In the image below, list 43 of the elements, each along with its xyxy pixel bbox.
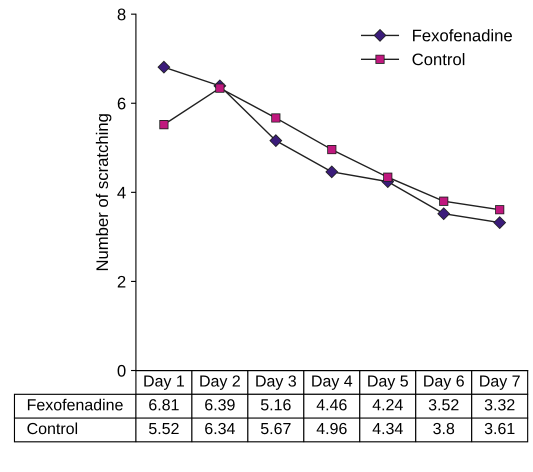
- point: [437, 207, 450, 220]
- point: [159, 120, 168, 130]
- point: [325, 166, 338, 178]
- y-tick-label: 0: [118, 364, 126, 377]
- data-label: 3.52: [428, 399, 458, 410]
- x-tick-label: Day 4: [312, 376, 352, 390]
- data-label: 4.96: [316, 422, 347, 434]
- x-tick-label: Day 3: [256, 375, 296, 390]
- x-tick-label: Day 6: [424, 375, 464, 390]
- point: [270, 134, 282, 147]
- point: [327, 144, 336, 154]
- legend-label: Control: [412, 53, 464, 66]
- x-tick-label: Day 7: [480, 376, 520, 390]
- data-label: 5.52: [148, 422, 179, 434]
- y-tick-label: 4: [117, 186, 126, 198]
- data-label: 4.34: [372, 422, 403, 434]
- y-tick-label: 2: [118, 276, 126, 288]
- x-tick-label: Day 5: [368, 376, 408, 390]
- point: [271, 113, 280, 123]
- data-label: 4.46: [316, 399, 347, 410]
- data-label: 6.39: [205, 399, 235, 410]
- data-label: 3.32: [484, 399, 514, 410]
- point: [215, 84, 224, 93]
- data-label: 6.81: [149, 399, 179, 410]
- text: Control: [27, 422, 78, 434]
- y-axis-title: Number of scratching: [96, 114, 112, 270]
- data-label: 5.67: [260, 422, 291, 434]
- x-tick-label: Day 1: [144, 376, 184, 390]
- x-tick-label: Day 2: [200, 375, 240, 390]
- y-tick-label: 8: [118, 8, 126, 20]
- point: [495, 205, 504, 214]
- point: [493, 216, 506, 229]
- legend-label: Fexofenadine: [413, 29, 512, 42]
- y-tick-label: 6: [118, 98, 126, 110]
- data-label: 3.61: [484, 422, 514, 434]
- data-label: 5.16: [260, 399, 291, 410]
- data-label: 4.24: [372, 399, 403, 410]
- text: Fexofenadine: [28, 398, 123, 410]
- point: [383, 172, 392, 182]
- point: [158, 60, 170, 74]
- data-label: 6.34: [205, 422, 235, 434]
- data-label: 3.8: [433, 422, 454, 434]
- point: [439, 196, 448, 206]
